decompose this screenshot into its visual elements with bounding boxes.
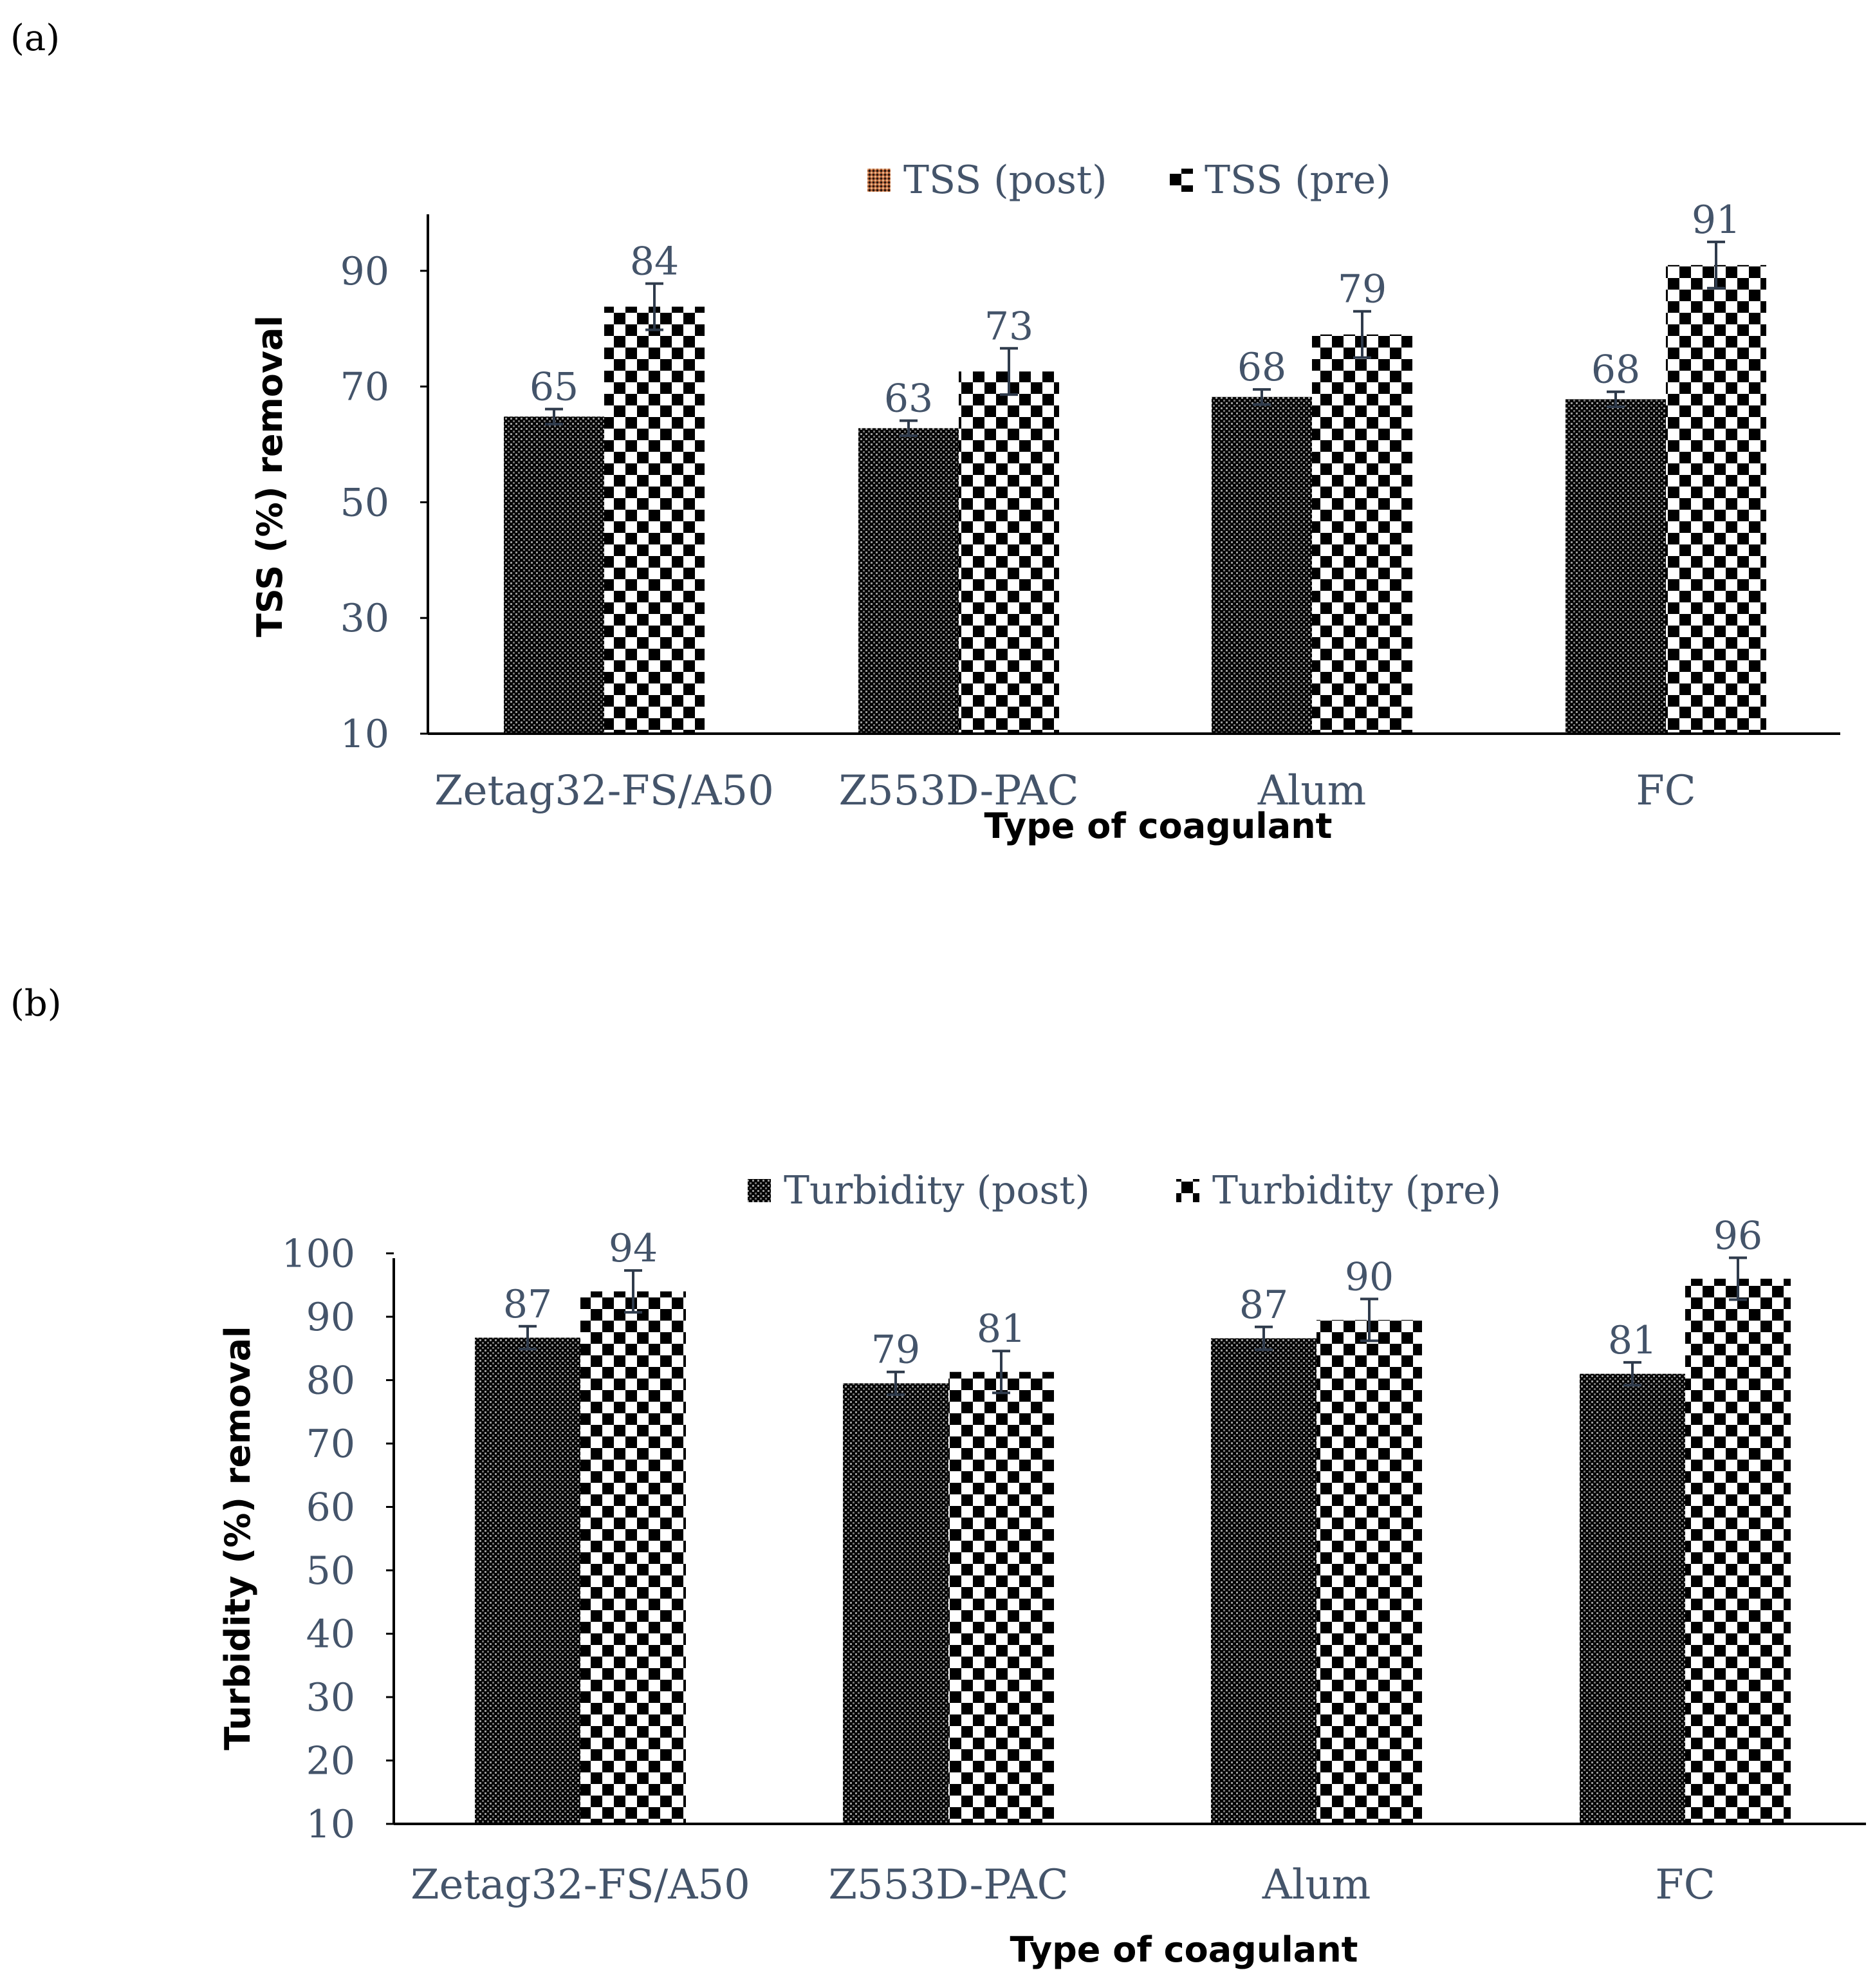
y-tick-label: 30 <box>306 1675 355 1720</box>
legend-swatch-tss-post <box>867 169 891 192</box>
legend-label-turbidity-pre: Turbidity (pre) <box>1212 1168 1501 1213</box>
y-tick-label: 30 <box>340 596 389 641</box>
x-category-label: FC <box>1636 767 1695 815</box>
y-tick-label: 70 <box>340 365 389 410</box>
x-category-label: Alum <box>1257 767 1367 815</box>
bar-pre <box>1685 1278 1791 1824</box>
bar-post <box>1566 399 1666 734</box>
legend: Turbidity (post) Turbidity (pre) <box>748 1168 1501 1213</box>
y-axis-title: TSS (%) removal <box>250 315 290 637</box>
bar-pre <box>959 371 1059 734</box>
turbidity-chart: (b) Turbidity (post) Turbidity (pre) Tur… <box>10 983 1866 1970</box>
x-category-label: Z553D-PAC <box>828 1861 1068 1909</box>
y-tick-label: 70 <box>306 1422 355 1467</box>
data-label: 68 <box>1591 348 1640 393</box>
tss-chart: (a) TSS (post) TSS (pre) TSS (%) removal… <box>10 17 1840 846</box>
legend-swatch-turbidity-pre <box>1176 1179 1199 1202</box>
data-label: 73 <box>984 304 1033 349</box>
y-tick-label: 20 <box>306 1739 355 1784</box>
legend-label-tss-pre: TSS (pre) <box>1205 158 1391 203</box>
legend-swatch-tss-pre <box>1170 169 1193 192</box>
data-label: 81 <box>1608 1318 1657 1363</box>
bar-post <box>858 428 959 734</box>
data-label: 79 <box>871 1328 920 1373</box>
data-label: 90 <box>1345 1254 1394 1299</box>
y-tick-label: 80 <box>306 1359 355 1404</box>
bar-pre <box>1312 334 1412 734</box>
y-axis-title: Turbidity (%) removal <box>217 1326 258 1750</box>
data-label: 87 <box>1239 1283 1288 1328</box>
legend-label-tss-post: TSS (post) <box>903 158 1107 203</box>
bar-pre <box>948 1371 1054 1824</box>
data-label: 79 <box>1338 267 1387 312</box>
bar-pre <box>604 306 705 734</box>
legend-label-turbidity-post: Turbidity (post) <box>784 1168 1090 1213</box>
x-category-label: Zetag32-FS/A50 <box>411 1861 750 1909</box>
bar-post <box>843 1383 948 1824</box>
y-tick-label: 90 <box>306 1295 355 1340</box>
bar-post <box>475 1337 580 1824</box>
data-label: 63 <box>884 376 933 422</box>
y-tick-label: 90 <box>340 249 389 294</box>
x-category-label: Zetag32-FS/A50 <box>434 767 774 815</box>
bar-post <box>504 416 604 734</box>
data-label: 81 <box>977 1306 1026 1352</box>
y-tick-label: 60 <box>306 1485 355 1530</box>
data-label: 91 <box>1692 198 1741 243</box>
data-label: 94 <box>609 1226 658 1271</box>
x-category-label: Alum <box>1262 1861 1371 1909</box>
x-category-label: FC <box>1655 1861 1715 1909</box>
y-tick-label: 10 <box>306 1802 355 1847</box>
data-label: 84 <box>630 239 679 284</box>
y-tick-label: 50 <box>306 1548 355 1593</box>
legend: TSS (post) TSS (pre) <box>867 158 1391 203</box>
y-tick-label: 10 <box>340 712 389 757</box>
data-label: 87 <box>503 1282 552 1327</box>
bar-post <box>1211 1338 1316 1824</box>
y-tick-label: 40 <box>306 1612 355 1657</box>
data-label: 65 <box>530 365 578 410</box>
panel-label: (b) <box>10 983 62 1025</box>
bar-pre <box>580 1291 686 1824</box>
panel-label: (a) <box>10 17 60 59</box>
bar-pre <box>1316 1319 1422 1824</box>
legend-swatch-turbidity-post <box>748 1179 771 1202</box>
bar-post <box>1580 1373 1685 1824</box>
data-label: 96 <box>1713 1213 1762 1258</box>
x-axis-title: Type of coagulant <box>1010 1929 1358 1970</box>
x-category-label: Z553D-PAC <box>838 767 1078 815</box>
bar-post <box>1212 396 1312 734</box>
y-tick-label: 50 <box>340 480 389 525</box>
data-label: 68 <box>1237 345 1286 390</box>
y-tick-label: 100 <box>281 1232 355 1277</box>
x-axis-title: Type of coagulant <box>984 806 1333 846</box>
bar-pre <box>1666 265 1766 734</box>
